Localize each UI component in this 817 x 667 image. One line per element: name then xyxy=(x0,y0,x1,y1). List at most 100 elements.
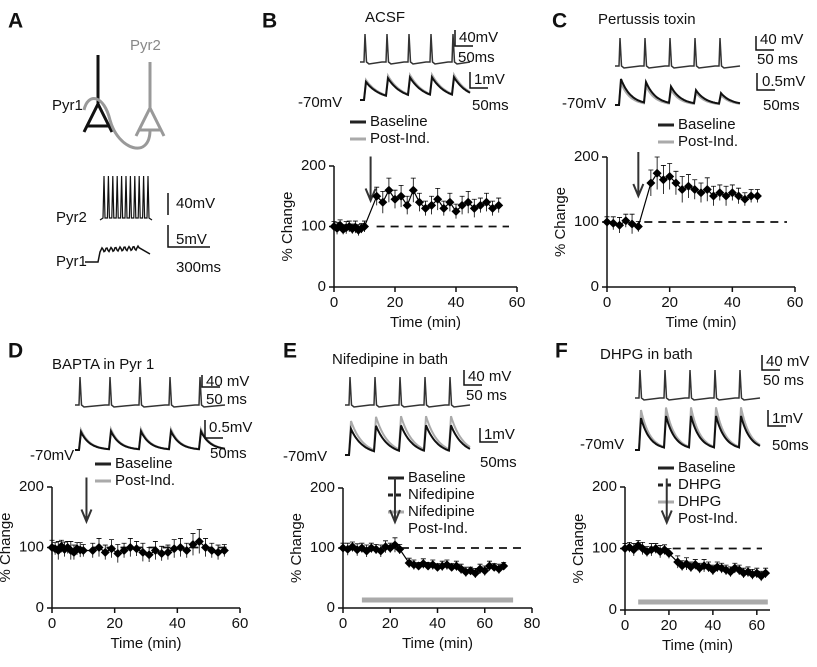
data-point xyxy=(658,175,668,185)
neuron-diagram xyxy=(82,55,166,150)
scale-label: 50ms xyxy=(458,49,495,66)
x-tick-label: 60 xyxy=(787,294,804,311)
data-point xyxy=(372,191,382,201)
scale-bar xyxy=(479,428,498,443)
y-tick-label: 0 xyxy=(36,599,44,616)
spike-trace xyxy=(615,37,741,69)
legend-label: DHPG xyxy=(678,493,721,510)
spike-trace xyxy=(345,376,471,408)
data-point xyxy=(163,547,173,557)
data-point xyxy=(201,543,211,552)
y-axis-label: % Change xyxy=(0,512,14,582)
panel-title: Pertussis toxin xyxy=(598,11,696,28)
panel-label: F xyxy=(555,340,568,363)
x-tick-label: 20 xyxy=(387,294,404,311)
scale-label: 300ms xyxy=(176,259,221,276)
data-point xyxy=(746,191,756,201)
x-tick-label: 0 xyxy=(603,294,611,311)
y-tick-label: 100 xyxy=(310,539,335,556)
baseline-label: -70mV xyxy=(283,448,327,465)
psp-trace xyxy=(360,74,471,101)
y-tick-label: 200 xyxy=(19,478,44,495)
data-point xyxy=(402,200,412,210)
induction-arrow xyxy=(80,477,93,525)
induction-arrow xyxy=(660,478,673,526)
psp-trace xyxy=(345,415,471,456)
spike-trace xyxy=(360,33,471,65)
induction-arrow xyxy=(632,152,645,199)
data-point xyxy=(144,550,154,560)
data-point xyxy=(469,203,479,213)
scale-bar xyxy=(755,36,774,51)
induction-arrow xyxy=(364,156,377,204)
scale-label: 50ms xyxy=(772,437,809,454)
data-point xyxy=(378,197,388,207)
scale-bar xyxy=(756,73,775,91)
data-point xyxy=(499,561,509,571)
psp-trace xyxy=(75,427,226,451)
data-point xyxy=(621,216,631,226)
data-point xyxy=(94,543,104,552)
scale-label: 40 mV xyxy=(206,373,249,390)
data-point xyxy=(360,222,369,231)
data-point xyxy=(677,185,687,194)
scale-label: 50ms xyxy=(480,454,517,471)
data-point xyxy=(451,206,461,216)
cell-label: Pyr1 xyxy=(52,97,83,114)
panel-label: B xyxy=(262,10,277,33)
panel-title: ACSF xyxy=(365,9,405,26)
induction-arrow xyxy=(389,478,401,525)
scale-bar xyxy=(463,370,482,386)
data-point xyxy=(414,197,424,207)
legend-label: Nifedipine xyxy=(408,486,475,503)
x-tick-label: 40 xyxy=(724,294,741,311)
data-point xyxy=(439,203,449,213)
scale-label: 5mV xyxy=(176,231,207,248)
legend-label: Post-Ind. xyxy=(678,510,738,527)
x-tick-label: 40 xyxy=(705,617,722,634)
scale-bar xyxy=(469,72,488,89)
panel-title: Nifedipine in bath xyxy=(332,351,448,368)
legend-label: DHPG xyxy=(678,476,721,493)
spike-trace xyxy=(635,369,761,401)
scale-label: 40 mV xyxy=(468,368,511,385)
scale-label: 0.5mV xyxy=(209,419,252,436)
data-point xyxy=(113,549,123,559)
scale-label: 50 ms xyxy=(206,391,247,408)
baseline-label: -70mV xyxy=(298,94,342,111)
y-axis-label: % Change xyxy=(279,191,296,261)
x-tick-label: 0 xyxy=(48,615,56,632)
scale-label: 50ms xyxy=(210,445,247,462)
baseline-label: -70mV xyxy=(562,95,606,112)
x-axis-label: Time (min) xyxy=(662,637,733,654)
scale-label: 50 ms xyxy=(763,372,804,389)
data-point xyxy=(482,197,491,207)
data-point xyxy=(150,546,160,556)
data-point xyxy=(709,191,719,201)
data-point xyxy=(396,191,406,201)
scale-bar xyxy=(454,30,473,47)
scale-label: 40 mV xyxy=(760,31,803,48)
x-tick-label: 40 xyxy=(429,615,446,632)
data-point xyxy=(421,203,430,213)
data-point xyxy=(665,172,675,181)
y-axis-label: % Change xyxy=(288,513,305,583)
panel-label: C xyxy=(552,10,567,33)
x-tick-label: 80 xyxy=(524,615,541,632)
legend-label: Baseline xyxy=(678,116,736,133)
y-tick-label: 0 xyxy=(591,278,599,295)
psp-trace xyxy=(635,407,761,451)
psp-trace xyxy=(345,424,471,456)
scale-label: 50 ms xyxy=(757,51,798,68)
scale-label: 40mV xyxy=(176,195,215,212)
data-point xyxy=(100,547,110,557)
x-tick-label: 0 xyxy=(330,294,338,311)
scale-bar xyxy=(201,375,220,388)
psp-trace xyxy=(635,415,761,451)
data-point xyxy=(169,544,179,554)
legend-label: Baseline xyxy=(408,469,466,486)
x-axis-label: Time (min) xyxy=(402,635,473,652)
x-axis-label: Time (min) xyxy=(390,314,461,331)
scale-label: 1mV xyxy=(772,410,803,427)
